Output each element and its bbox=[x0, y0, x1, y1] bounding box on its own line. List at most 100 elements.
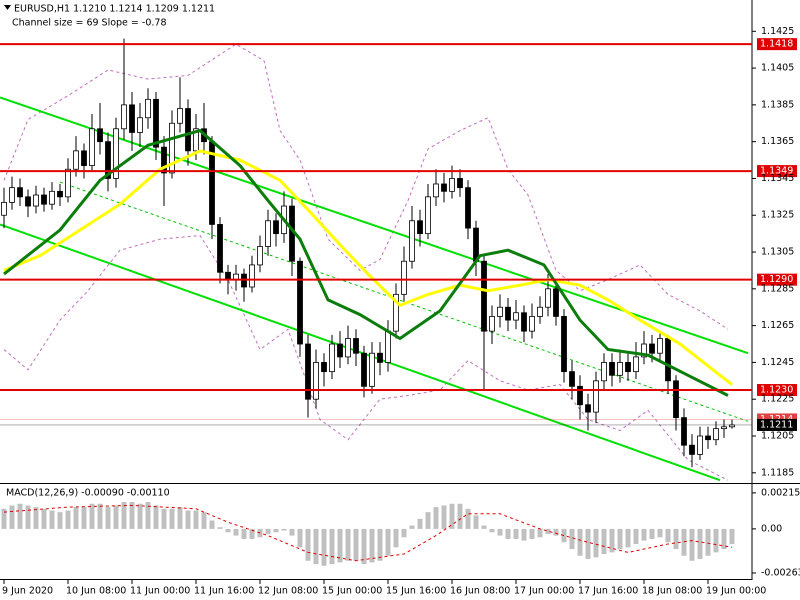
macd-bar bbox=[137, 503, 143, 529]
macd-bar bbox=[689, 528, 695, 561]
candle-body bbox=[609, 362, 615, 376]
price-mark-label: 1.1211 bbox=[760, 419, 793, 430]
y-tick-label: 1.1405 bbox=[761, 63, 794, 74]
candle-body bbox=[369, 352, 375, 387]
macd-bar bbox=[193, 510, 199, 529]
macd-bar bbox=[49, 510, 55, 529]
y-tick-label: 1.1245 bbox=[761, 357, 794, 368]
candle-body bbox=[345, 338, 351, 358]
y-tick-label: 0.00215 bbox=[761, 487, 800, 498]
candle-body bbox=[169, 122, 175, 174]
macd-bar bbox=[705, 528, 711, 556]
indicator-line bbox=[3, 504, 733, 562]
candle-body bbox=[633, 356, 639, 373]
candle-body bbox=[689, 444, 695, 455]
macd-bar bbox=[657, 528, 663, 538]
macd-bar bbox=[361, 528, 367, 565]
level-label-box bbox=[757, 273, 797, 286]
y-tick-label: 1.1205 bbox=[761, 431, 794, 442]
candle-body bbox=[657, 338, 663, 354]
candle-body bbox=[337, 343, 343, 358]
y-tick-label: 1.1345 bbox=[761, 173, 794, 184]
candle-body bbox=[313, 362, 319, 400]
macd-bar bbox=[65, 510, 71, 529]
level-label-box bbox=[757, 384, 797, 397]
macd-bar bbox=[593, 528, 599, 558]
macd-bar bbox=[417, 518, 423, 529]
macd-bar bbox=[113, 505, 119, 529]
candle-body bbox=[41, 194, 47, 205]
macd-bar bbox=[489, 528, 495, 533]
macd-bar bbox=[281, 528, 287, 531]
candle-body bbox=[129, 104, 135, 133]
menu-icon bbox=[4, 5, 11, 10]
price-mark-box bbox=[757, 418, 797, 431]
macd-bar bbox=[241, 528, 247, 539]
x-tick-label: 19 Jun 00:00 bbox=[706, 586, 766, 597]
candle-body bbox=[353, 338, 359, 354]
level-label: 1.1230 bbox=[760, 385, 793, 396]
macd-bar bbox=[89, 503, 95, 529]
macd-bar bbox=[625, 528, 631, 548]
y-tick-label: 1.1305 bbox=[761, 247, 794, 258]
y-tick-label: 1.1265 bbox=[761, 320, 794, 331]
candle-body bbox=[17, 187, 23, 198]
candle-body bbox=[425, 196, 431, 235]
macd-bar bbox=[369, 528, 375, 563]
x-tick-label: 15 Jun 16:00 bbox=[386, 586, 446, 597]
candle-body bbox=[417, 220, 423, 235]
candle-body bbox=[57, 190, 63, 198]
macd-bar bbox=[161, 508, 167, 529]
candle-body bbox=[25, 196, 31, 207]
y-tick-label: 1.1185 bbox=[761, 467, 794, 478]
macd-bar bbox=[81, 507, 87, 529]
candle-body bbox=[705, 435, 711, 441]
candle-body bbox=[529, 316, 535, 332]
macd-bar bbox=[673, 528, 679, 550]
macd-bar bbox=[9, 505, 15, 529]
macd-title: MACD(12,26,9) -0.00090 -0.00110 bbox=[6, 488, 170, 499]
candle-body bbox=[697, 435, 703, 455]
candle-body bbox=[193, 128, 199, 152]
macd-bar bbox=[233, 528, 239, 536]
y-tick-label: 0.00 bbox=[761, 523, 782, 534]
macd-bar bbox=[497, 528, 503, 536]
macd-bar bbox=[273, 528, 279, 533]
candle-body bbox=[81, 150, 87, 166]
candle-body bbox=[257, 246, 263, 266]
y-tick-label: 1.1385 bbox=[761, 99, 794, 110]
x-tick-label: 15 Jun 00:00 bbox=[322, 586, 382, 597]
candle-body bbox=[497, 306, 503, 317]
candle-body bbox=[33, 194, 39, 207]
macd-bar bbox=[297, 528, 303, 548]
y-tick-label: 1.1225 bbox=[761, 394, 794, 405]
candle-body bbox=[569, 371, 575, 387]
candle-body bbox=[153, 98, 159, 148]
candle-body bbox=[401, 260, 407, 295]
macd-bar bbox=[665, 528, 671, 543]
macd-bar bbox=[217, 527, 223, 529]
macd-bar bbox=[641, 528, 647, 541]
candle-body bbox=[273, 220, 279, 235]
candle-body bbox=[481, 260, 487, 332]
macd-bar bbox=[449, 503, 455, 529]
macd-bar bbox=[529, 528, 535, 539]
macd-bar bbox=[393, 528, 399, 548]
macd-bar bbox=[521, 528, 527, 541]
macd-bar bbox=[337, 528, 343, 563]
candle-body bbox=[505, 306, 511, 321]
macd-bar bbox=[513, 528, 519, 539]
macd-bar bbox=[209, 520, 215, 529]
candle-body bbox=[601, 362, 607, 382]
macd-bar bbox=[409, 525, 415, 529]
candle-body bbox=[49, 190, 55, 205]
candle-body bbox=[681, 417, 687, 446]
candle-body bbox=[305, 343, 311, 400]
macd-bar bbox=[721, 528, 727, 550]
macd-bar bbox=[305, 528, 311, 561]
macd-bar bbox=[313, 528, 319, 565]
macd-bar bbox=[649, 528, 655, 539]
candle-body bbox=[217, 224, 223, 273]
